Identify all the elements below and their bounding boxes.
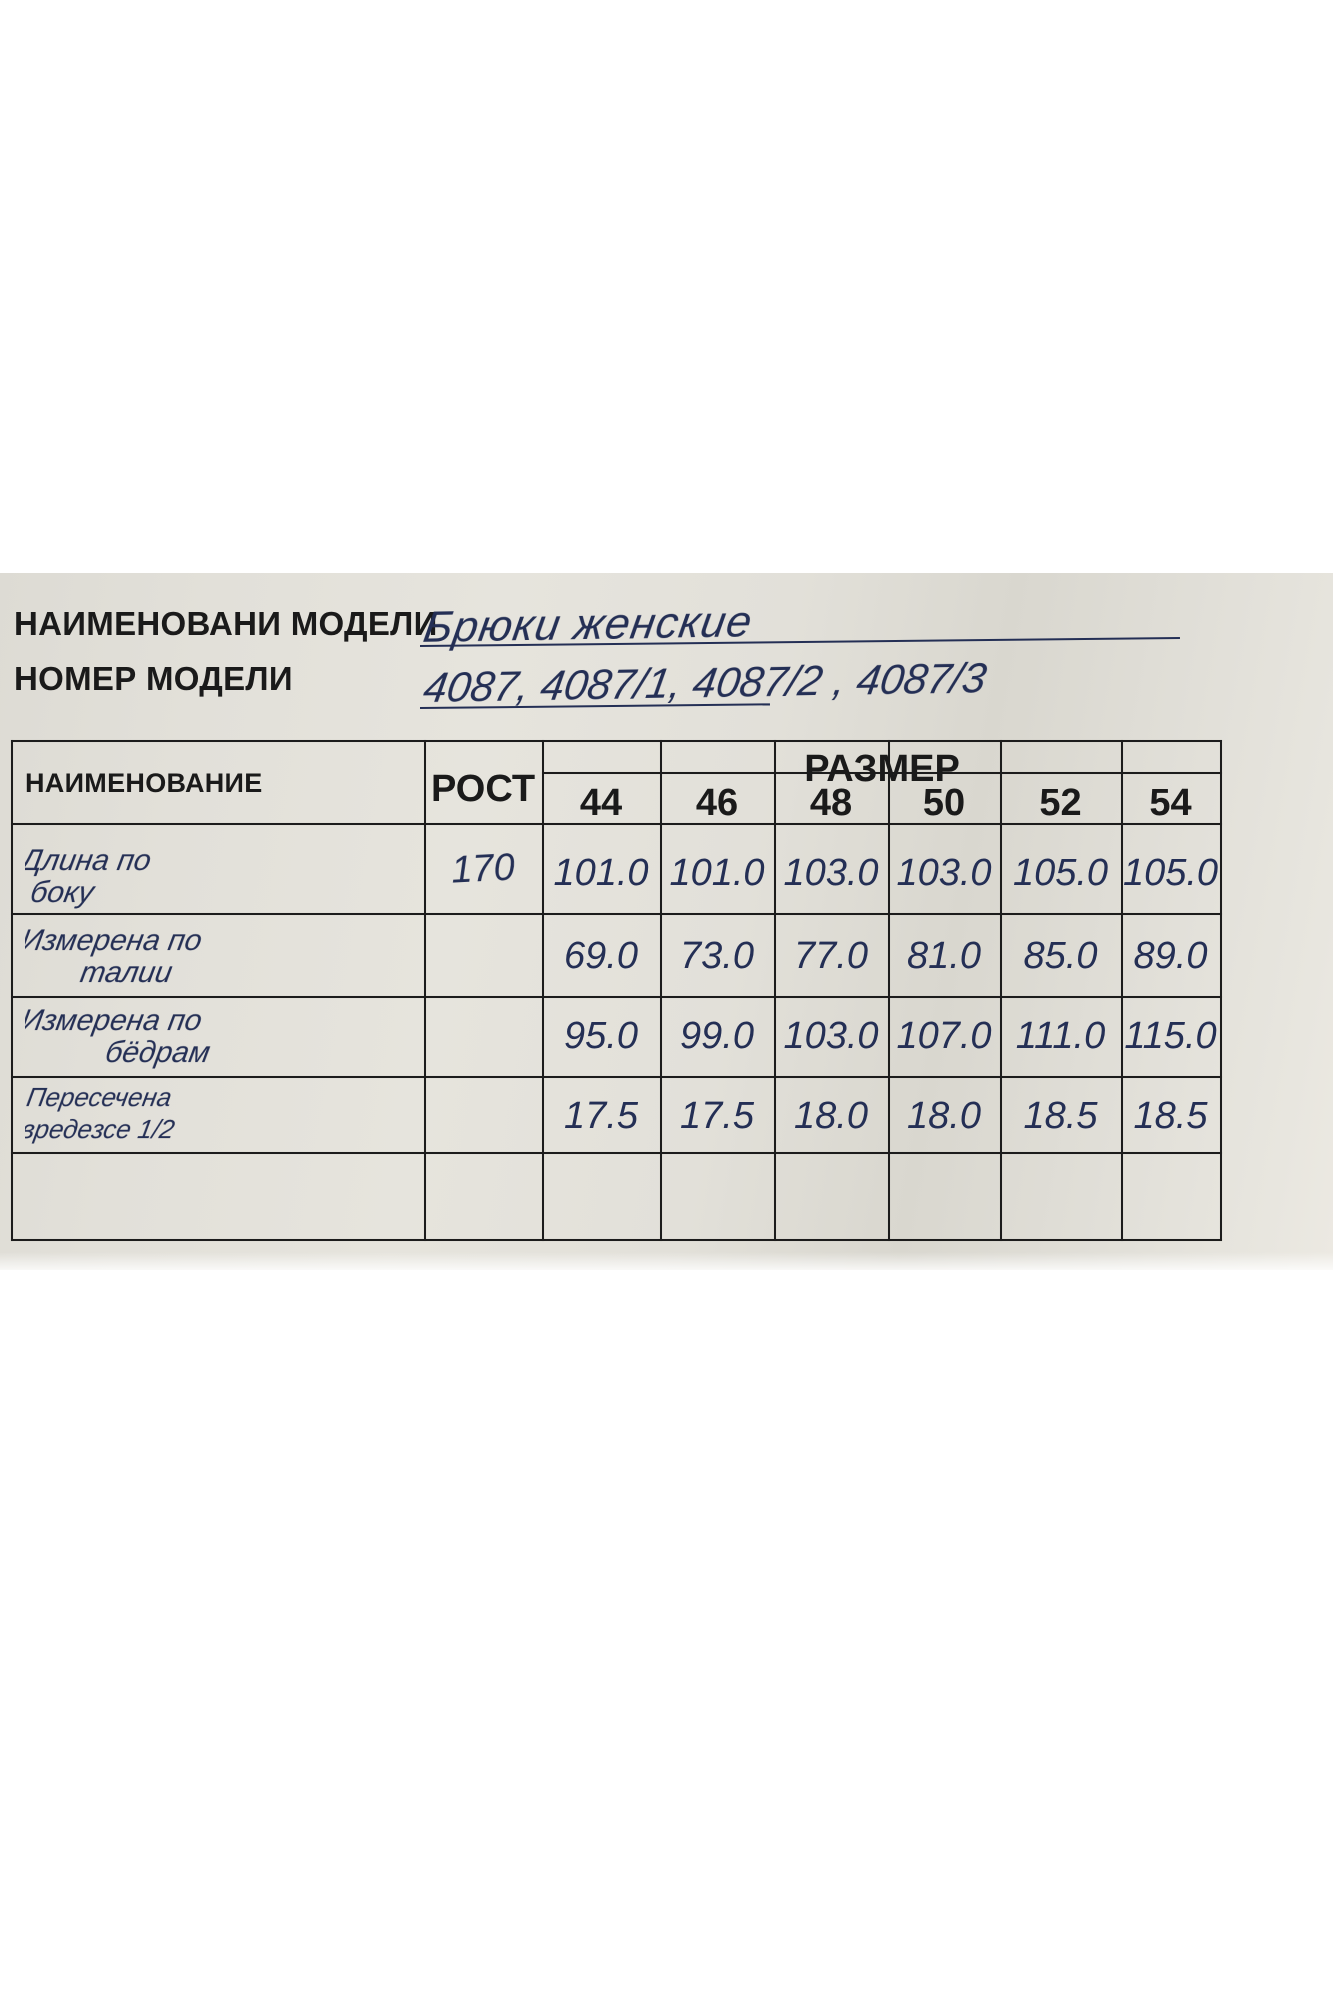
svg-text:Измерена по: Измерена по xyxy=(25,924,205,957)
svg-text:Длина по: Длина по xyxy=(25,844,154,877)
svg-text:Пересечена: Пересечена xyxy=(25,1082,174,1112)
svg-text:4087, 4087/1, 4087/2 , 4087/3: 4087, 4087/1, 4087/2 , 4087/3 xyxy=(420,654,990,710)
svg-text:Брюки женские: Брюки женские xyxy=(420,597,756,651)
svg-text:бёдрам: бёдрам xyxy=(103,1036,213,1069)
svg-text:вредезсе 1/2: вредезсе 1/2 xyxy=(25,1114,177,1144)
svg-text:Измерена по: Измерена по xyxy=(25,1004,205,1037)
svg-text:талии: талии xyxy=(78,956,175,989)
svg-text:боку: боку xyxy=(28,876,98,909)
